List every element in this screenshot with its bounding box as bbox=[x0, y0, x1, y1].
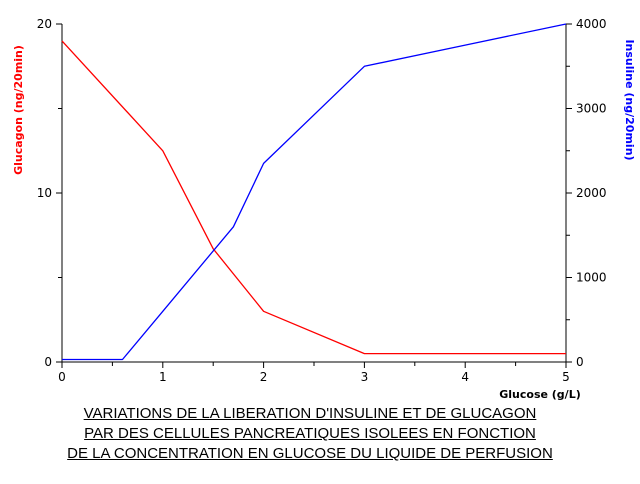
x-axis-title: Glucose (g/L) bbox=[499, 388, 581, 400]
chart-caption: VARIATIONS DE LA LIBERATION D'INSULINE E… bbox=[0, 404, 620, 464]
right-y-axis-title: Insuline (ng/20min) bbox=[623, 39, 636, 160]
insulin-series-line bbox=[62, 23, 567, 361]
x-tick-label: 4 bbox=[461, 370, 469, 384]
left-y-tick-label: 20 bbox=[37, 17, 52, 31]
caption-line-2: PAR DES CELLULES PANCREATIQUES ISOLEES E… bbox=[84, 425, 536, 442]
chart-axes bbox=[61, 24, 567, 363]
caption-line-1: VARIATIONS DE LA LIBERATION D'INSULINE E… bbox=[83, 405, 537, 422]
right-y-tick-label: 3000 bbox=[576, 102, 607, 116]
caption-line-3: DE LA CONCENTRATION EN GLUCOSE DU LIQUID… bbox=[67, 445, 553, 462]
x-tick-label: 1 bbox=[159, 370, 167, 384]
left-y-tick-label: 10 bbox=[37, 186, 52, 200]
x-tick-label: 2 bbox=[260, 370, 268, 384]
x-tick-label: 3 bbox=[361, 370, 369, 384]
right-y-tick-label: 4000 bbox=[576, 17, 607, 31]
x-tick-label: 5 bbox=[562, 370, 570, 384]
left-y-tick-label: 0 bbox=[44, 355, 52, 369]
right-y-tick-label: 0 bbox=[576, 355, 584, 369]
left-y-axis-title: Glucagon (ng/20min) bbox=[12, 45, 25, 175]
x-tick-label: 0 bbox=[58, 370, 66, 384]
glucagon-series-line bbox=[61, 40, 566, 355]
right-y-tick-label: 2000 bbox=[576, 186, 607, 200]
series-layer bbox=[61, 23, 567, 361]
right-y-tick-label: 1000 bbox=[576, 271, 607, 285]
